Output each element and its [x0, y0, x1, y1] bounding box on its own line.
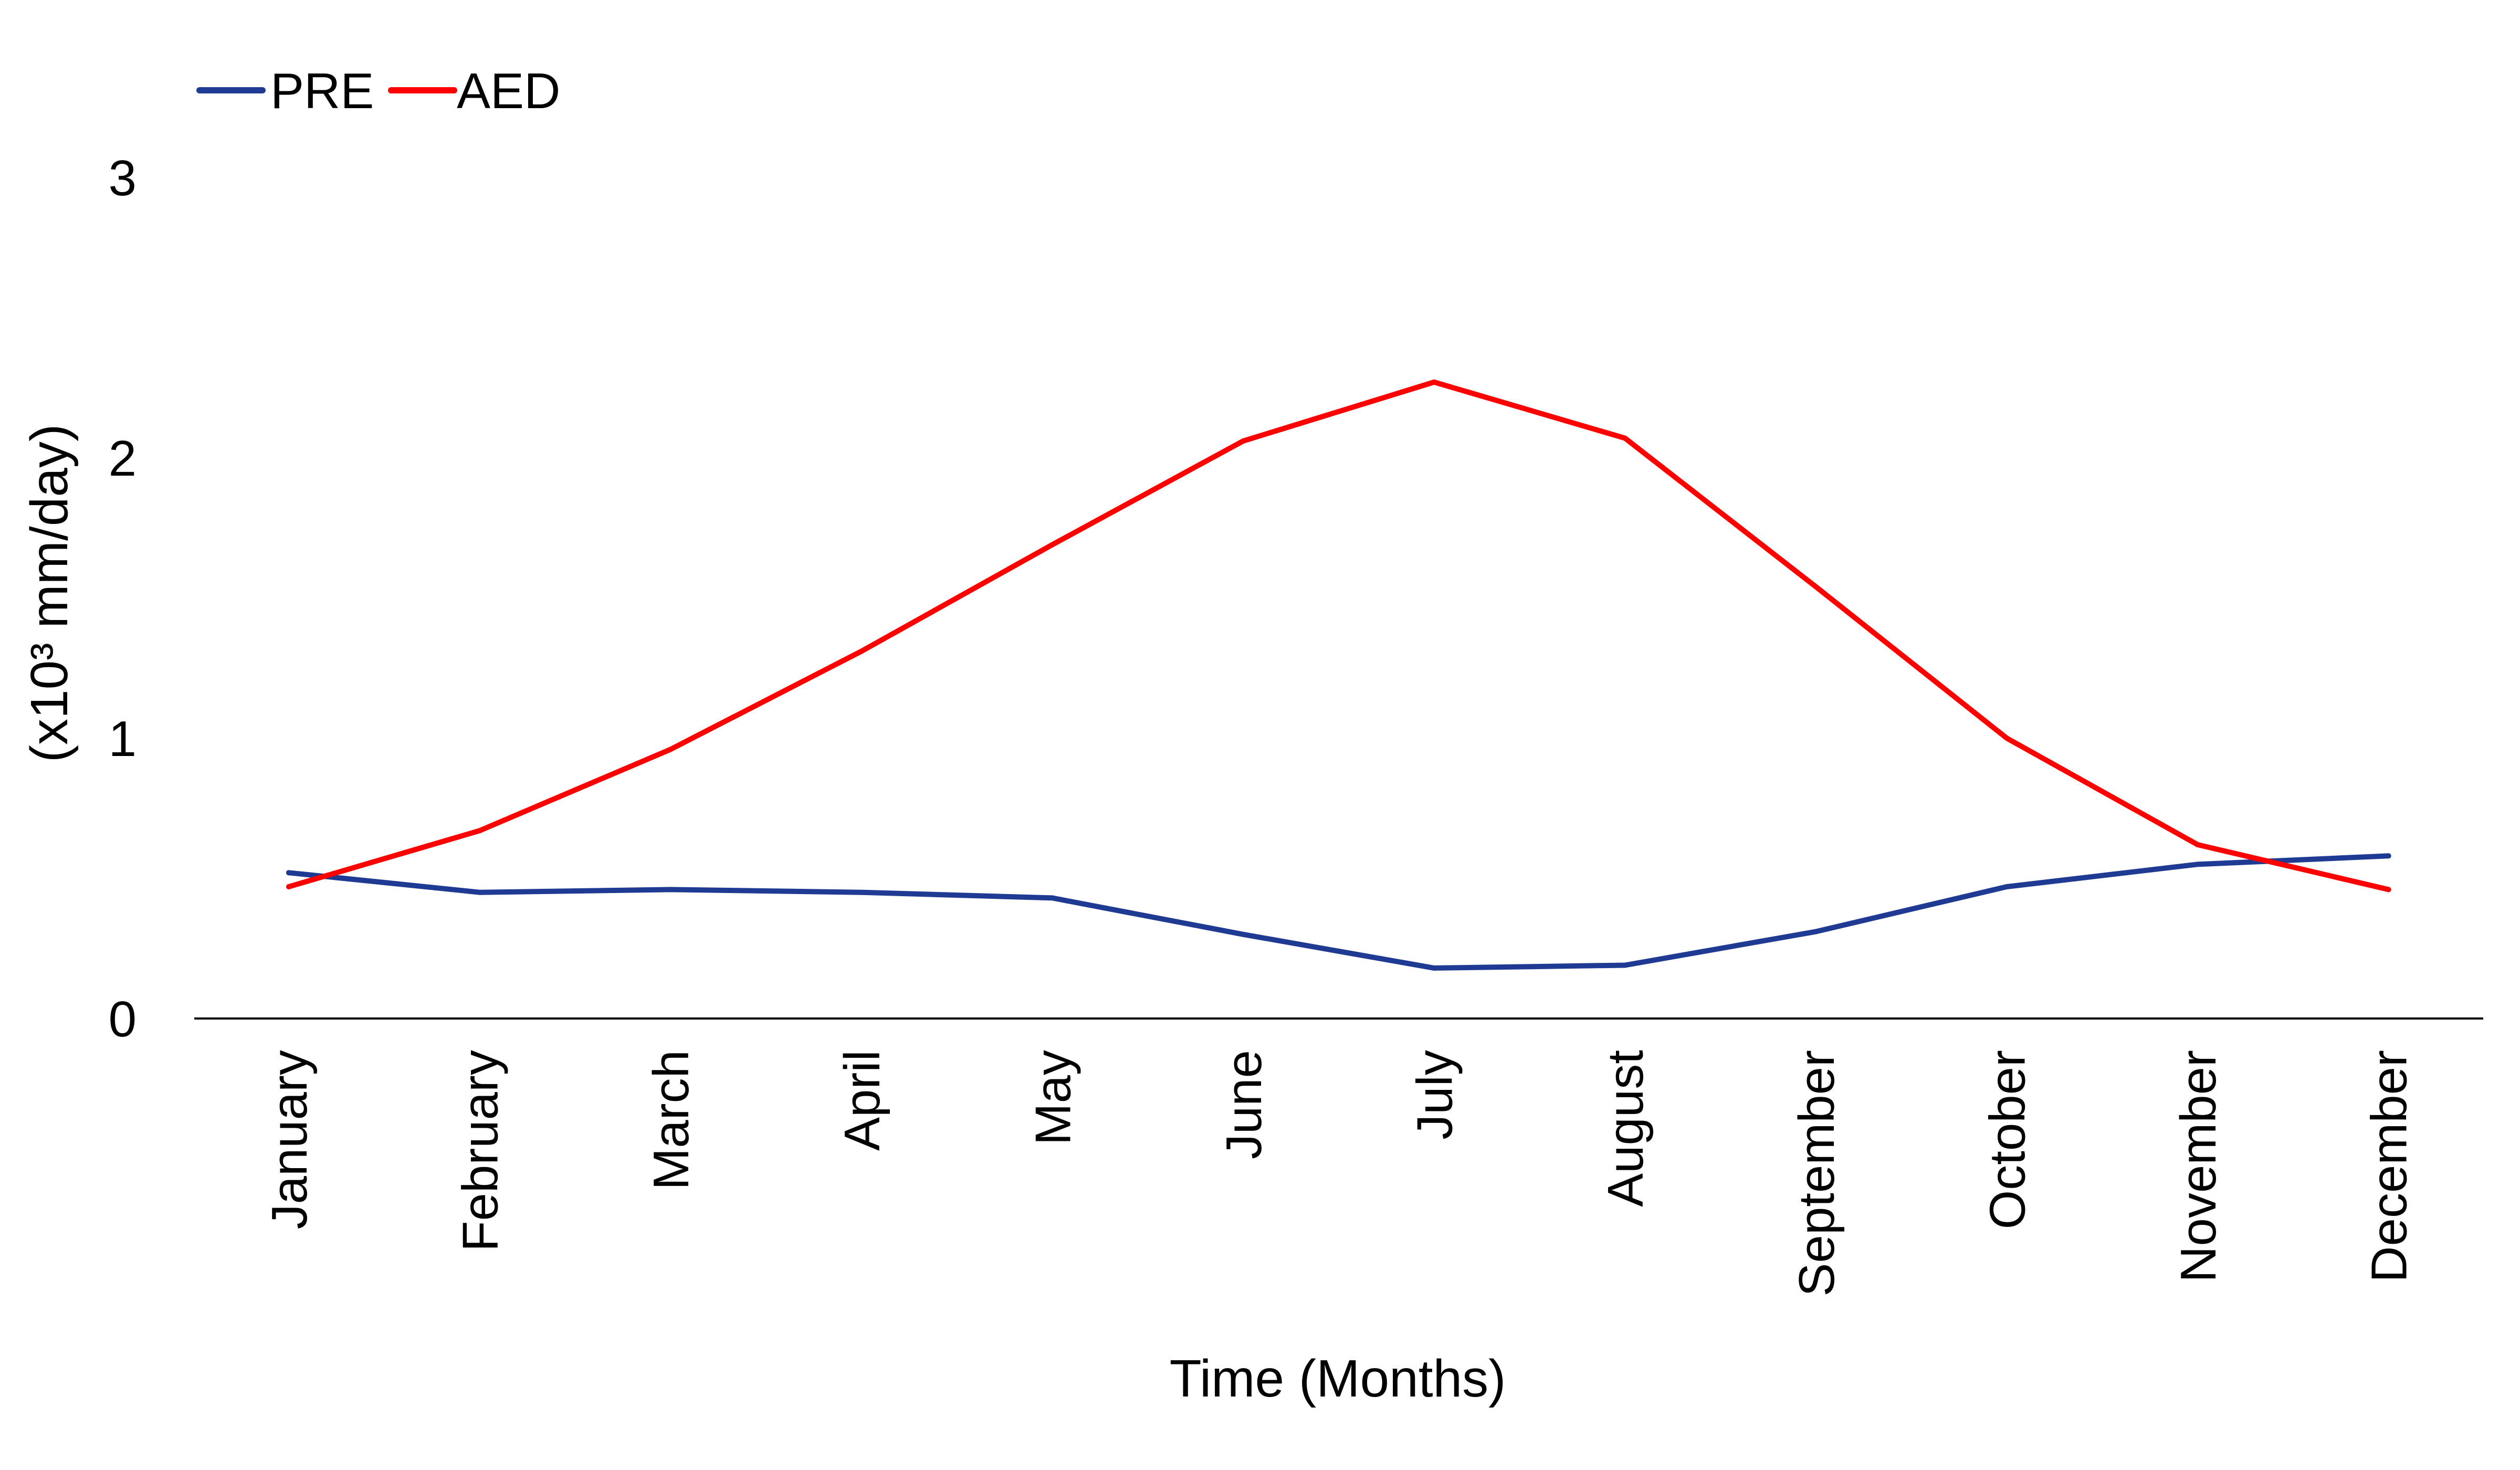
data-point-pre: [1241, 931, 1246, 937]
data-point-aed: [1622, 435, 1628, 441]
x-tick-label: October: [1979, 1050, 2035, 1229]
data-point-aed: [1049, 542, 1055, 548]
y-tick-label: 2: [109, 430, 136, 487]
x-tick-label: April: [834, 1050, 890, 1151]
x-tick-label: January: [261, 1050, 318, 1230]
data-point-pre: [2195, 862, 2200, 867]
data-point-aed: [2386, 887, 2391, 892]
data-point-pre: [2004, 884, 2010, 890]
x-tick-label: February: [453, 1050, 509, 1252]
data-point-pre: [1813, 929, 1819, 934]
x-tick-label: August: [1598, 1050, 1654, 1207]
data-point-aed: [286, 884, 291, 890]
data-point-aed: [1813, 584, 1819, 590]
y-tick-label: 0: [109, 991, 136, 1047]
x-tick-label: June: [1216, 1050, 1272, 1159]
plot-area: [286, 379, 2391, 971]
legend-label-pre: PRE: [270, 63, 374, 119]
data-point-aed: [858, 648, 864, 654]
data-point-pre: [477, 889, 482, 895]
data-point-pre: [286, 870, 291, 876]
data-point-pre: [1431, 965, 1437, 971]
x-tick-label: December: [2361, 1050, 2418, 1283]
x-tick-label: July: [1407, 1050, 1463, 1140]
data-point-aed: [668, 747, 674, 752]
y-axis: 0 1 2 3: [109, 150, 136, 1047]
data-point-aed: [2004, 736, 2010, 741]
data-point-aed: [1431, 379, 1437, 385]
data-point-aed: [2195, 842, 2200, 847]
y-tick-label: 3: [109, 150, 136, 206]
data-point-aed: [477, 828, 482, 834]
x-tick-label: March: [643, 1050, 699, 1190]
x-axis: January February March April May June July Augu…: [194, 1017, 2483, 1297]
data-point-pre: [858, 889, 864, 895]
data-point-pre: [2386, 853, 2391, 859]
x-tick-label: September: [1789, 1050, 1845, 1297]
x-tick-label: May: [1025, 1050, 1081, 1145]
legend: PRE AED: [196, 63, 560, 119]
x-axis-title: Time (Months): [1170, 1349, 1506, 1408]
data-point-pre: [1622, 962, 1628, 968]
x-tick-label: November: [2170, 1050, 2227, 1283]
data-point-pre: [668, 887, 674, 892]
data-point-aed: [1241, 438, 1246, 444]
series-line-aed: [286, 379, 2391, 892]
legend-label-aed: AED: [457, 63, 560, 119]
data-point-pre: [1049, 895, 1055, 901]
y-axis-title: (x10³ mm/day): [20, 424, 79, 763]
series-line-pre: [286, 853, 2391, 971]
y-tick-label: 1: [109, 711, 136, 767]
